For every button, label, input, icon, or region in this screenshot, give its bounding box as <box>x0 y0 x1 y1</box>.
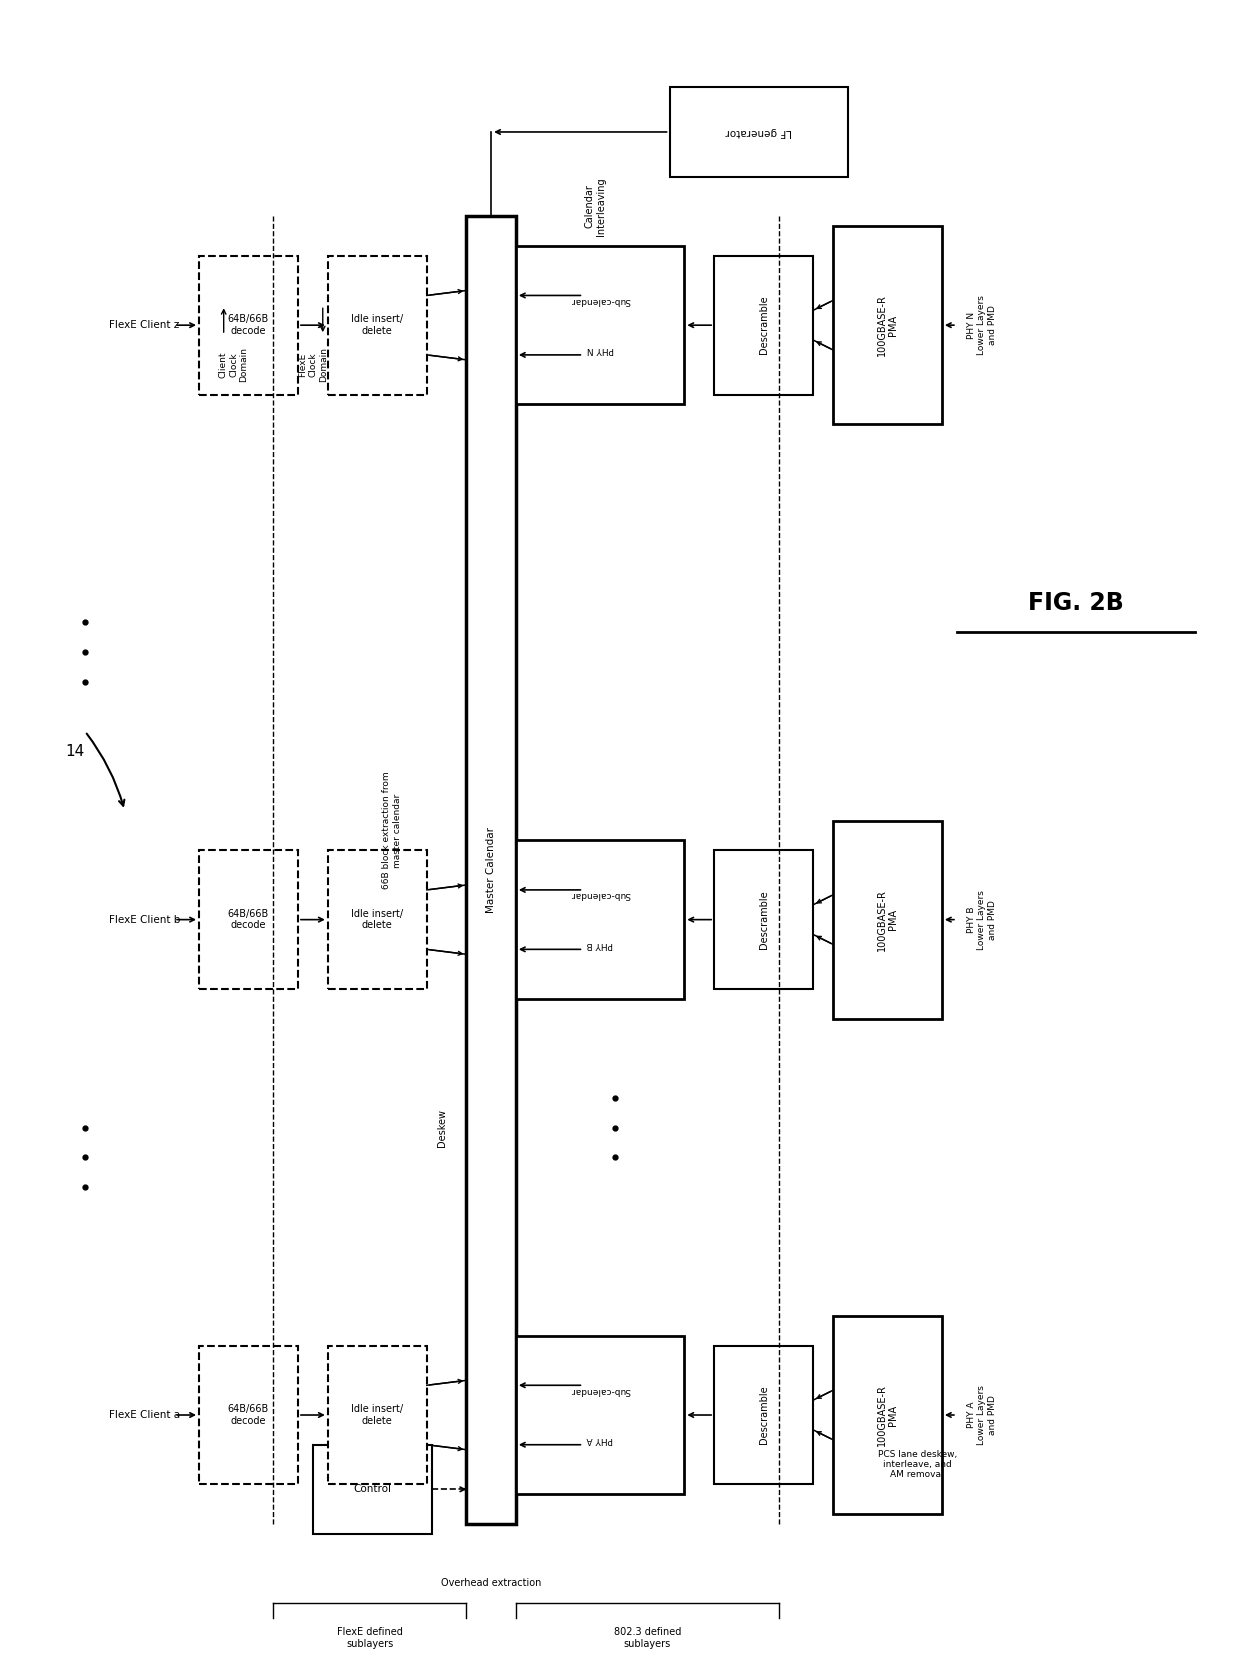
Text: Deskew: Deskew <box>436 1108 446 1146</box>
Text: 14: 14 <box>66 744 84 759</box>
Text: 100GBASE-R
PMA: 100GBASE-R PMA <box>877 888 898 951</box>
Bar <box>516 1336 684 1494</box>
Text: 64B/66B
decode: 64B/66B decode <box>228 908 269 931</box>
Bar <box>327 1346 427 1484</box>
Text: PHY B: PHY B <box>587 939 614 949</box>
Bar <box>516 246 684 405</box>
Text: PHY N
Lower Layers
and PMD: PHY N Lower Layers and PMD <box>967 294 997 356</box>
Text: Master Calendar: Master Calendar <box>486 827 496 913</box>
Text: Control: Control <box>353 1484 392 1494</box>
Text: FlexE Client a: FlexE Client a <box>109 1409 180 1421</box>
Text: 802.3 defined
sublayers: 802.3 defined sublayers <box>614 1628 681 1649</box>
Text: Descramble: Descramble <box>759 296 769 354</box>
Bar <box>714 850 813 989</box>
Text: Idle insert/
delete: Idle insert/ delete <box>351 908 403 931</box>
Text: Calendar
Interleaving: Calendar Interleaving <box>584 177 606 235</box>
Text: PHY N: PHY N <box>587 346 614 354</box>
Text: 100GBASE-R
PMA: 100GBASE-R PMA <box>877 1384 898 1446</box>
Bar <box>198 1346 298 1484</box>
Text: FlexE defined
sublayers: FlexE defined sublayers <box>337 1628 403 1649</box>
Text: 100GBASE-R
PMA: 100GBASE-R PMA <box>877 294 898 356</box>
Text: Sub-calendar: Sub-calendar <box>570 1386 630 1394</box>
Bar <box>714 256 813 395</box>
Bar <box>516 840 684 999</box>
Text: Descramble: Descramble <box>759 890 769 949</box>
Text: Sub-calendar: Sub-calendar <box>570 890 630 900</box>
Bar <box>670 88 848 177</box>
Bar <box>833 820 942 1019</box>
Text: 64B/66B
decode: 64B/66B decode <box>228 314 269 336</box>
Text: FlexE Client b: FlexE Client b <box>109 915 180 925</box>
Text: FIG. 2B: FIG. 2B <box>1028 590 1123 615</box>
Text: PHY A
Lower Layers
and PMD: PHY A Lower Layers and PMD <box>967 1384 997 1446</box>
Text: LF generator: LF generator <box>725 127 792 137</box>
Text: Overhead extraction: Overhead extraction <box>441 1578 542 1588</box>
Text: FlexE
Clock
Domain: FlexE Clock Domain <box>298 347 327 382</box>
Bar <box>714 1346 813 1484</box>
Text: Sub-calendar: Sub-calendar <box>570 296 630 304</box>
Bar <box>327 256 427 395</box>
Text: 66B block extraction from
master calendar: 66B block extraction from master calenda… <box>382 772 402 890</box>
Text: FlexE Client z: FlexE Client z <box>109 321 180 331</box>
Text: PHY A: PHY A <box>587 1436 614 1444</box>
Text: 64B/66B
decode: 64B/66B decode <box>228 1404 269 1426</box>
Bar <box>327 850 427 989</box>
Text: Idle insert/
delete: Idle insert/ delete <box>351 314 403 336</box>
Bar <box>833 1317 942 1513</box>
Text: Client
Clock
Domain: Client Clock Domain <box>218 347 248 382</box>
Bar <box>198 256 298 395</box>
Bar <box>312 1444 432 1533</box>
Bar <box>833 227 942 423</box>
Bar <box>198 850 298 989</box>
Text: Idle insert/
delete: Idle insert/ delete <box>351 1404 403 1426</box>
Text: Descramble: Descramble <box>759 1386 769 1444</box>
Text: PHY B
Lower Layers
and PMD: PHY B Lower Layers and PMD <box>967 890 997 949</box>
Bar <box>466 217 516 1523</box>
Text: PCS lane deskew,
interleave, and
AM removal: PCS lane deskew, interleave, and AM remo… <box>878 1449 957 1479</box>
